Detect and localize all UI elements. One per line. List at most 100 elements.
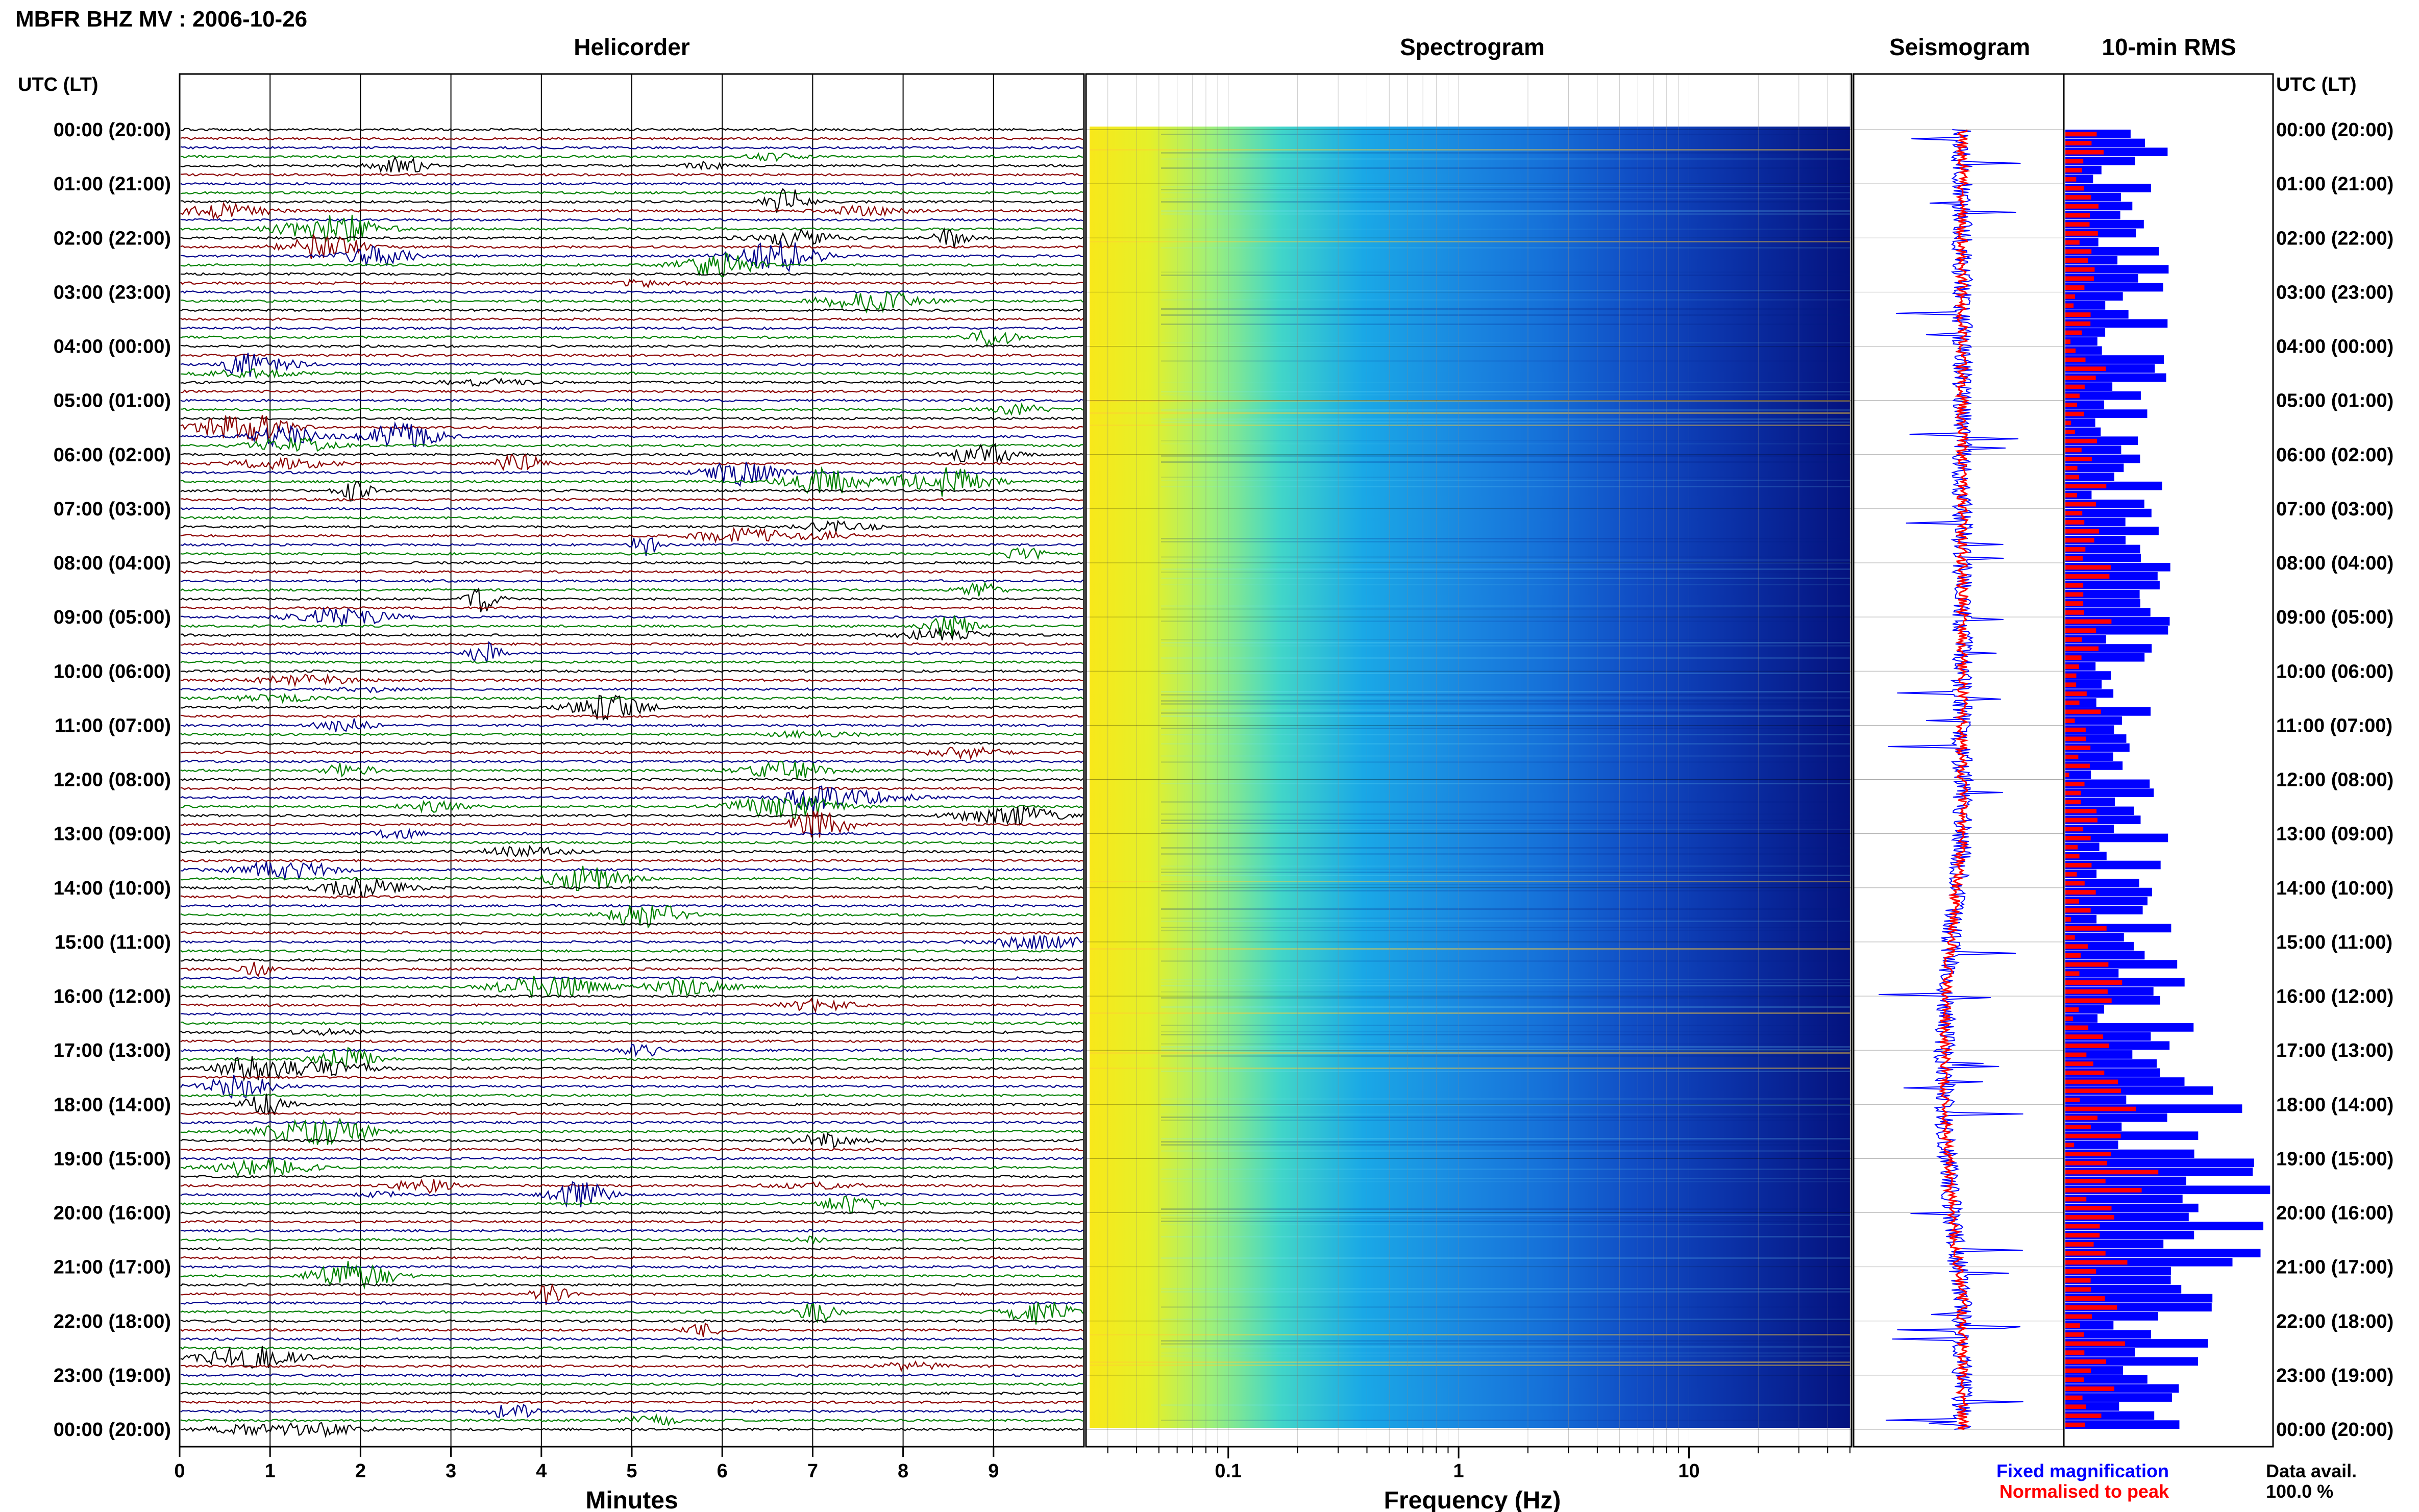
spectrogram-band	[1090, 1012, 1850, 1014]
helicorder-trace	[180, 156, 1083, 173]
spectrogram-band	[1161, 1025, 1850, 1026]
rms-bar-normalised	[2065, 700, 2080, 705]
spectrogram-band	[1161, 700, 1850, 702]
rms-bar-normalised	[2065, 953, 2081, 958]
spectrogram-band	[1161, 134, 1850, 135]
helicorder-trace	[180, 1322, 1083, 1337]
rms-bar-normalised	[2065, 1152, 2111, 1156]
spectrogram-band	[1161, 1120, 1850, 1121]
helicorder-trace	[180, 1094, 1083, 1115]
helicorder-trace	[180, 761, 1083, 780]
helicorder-x-tick-label: 8	[898, 1460, 908, 1482]
legend-fixed-magnification: Fixed magnification	[1996, 1460, 2169, 1481]
spectrogram-band	[1161, 869, 1850, 870]
rms-bar-normalised	[2065, 1242, 2094, 1247]
helicorder-trace	[180, 976, 1083, 980]
spectrogram-band	[1161, 918, 1850, 919]
helicorder-trace	[180, 615, 1083, 637]
helicorder-trace	[180, 729, 1083, 739]
helicorder-trace	[180, 326, 1083, 330]
rms-bar-normalised	[2065, 366, 2106, 371]
rms-bar-normalised	[2065, 583, 2084, 588]
spectrogram-x-axis: 0.1 1 10	[1107, 1447, 1850, 1482]
rms-bar-normalised	[2065, 1043, 2109, 1048]
helicorder-trace	[181, 172, 1083, 177]
helicorder-x-tick-label: 5	[626, 1460, 637, 1482]
spectrogram-band	[1161, 314, 1850, 316]
rms-bar-normalised	[2065, 1296, 2105, 1301]
rms-bar-normalised	[2065, 781, 2085, 786]
rms-bar-fixed	[2065, 1249, 2261, 1257]
spectrogram-band	[1161, 847, 1850, 849]
spectrogram-band	[1161, 360, 1850, 362]
time-label-left: 05:00 (01:00)	[54, 390, 171, 412]
rms-bar-normalised	[2065, 420, 2071, 426]
rms-bar-normalised	[2065, 989, 2108, 994]
helicorder-trace	[180, 931, 1083, 935]
spectrogram-band	[1161, 342, 1850, 343]
helicorder-x-tick-label: 4	[536, 1460, 547, 1482]
rms-bar-normalised	[2065, 1125, 2091, 1129]
helicorder-trace	[180, 344, 1083, 349]
rms-bar-normalised	[2065, 538, 2094, 543]
rms-bar-normalised	[2065, 872, 2077, 877]
spectrogram-band	[1090, 1334, 1850, 1335]
helicorder-trace	[180, 453, 1083, 472]
helicorder-trace	[180, 507, 1083, 511]
helicorder-trace	[180, 958, 1083, 962]
spectrogram-band	[1161, 703, 1850, 705]
rms-bar-normalised	[2065, 1206, 2112, 1211]
rms-bar-normalised	[2065, 186, 2084, 191]
rms-bar-normalised	[2065, 673, 2077, 678]
rms-bar-normalised	[2065, 998, 2112, 1003]
rms-bar-fixed	[2065, 671, 2111, 680]
spectrogram-band	[1161, 1043, 1850, 1045]
spectrogram-band	[1161, 712, 1850, 714]
time-label-right: 13:00 (09:00)	[2276, 824, 2393, 845]
rms-bar-normalised	[2065, 502, 2096, 507]
rms-bar-normalised	[2065, 1377, 2084, 1382]
spectrogram-band	[1161, 1049, 1850, 1051]
rms-bar-normalised	[2065, 1260, 2128, 1265]
rms-bar-normalised	[2065, 1179, 2106, 1184]
spectrogram-band	[1161, 657, 1850, 659]
spectrogram-band	[1161, 991, 1850, 993]
helicorder-trace	[180, 1422, 1083, 1439]
rms-bar-fixed	[2065, 1023, 2194, 1032]
rms-bar-normalised	[2065, 935, 2075, 940]
helicorder-trace	[180, 935, 1083, 951]
helicorder-trace	[180, 377, 1083, 387]
spectrogram-band	[1161, 982, 1850, 983]
spectrogram-band	[1161, 167, 1850, 169]
spectrogram-band	[1090, 1361, 1850, 1363]
rms-bar-normalised	[2065, 664, 2079, 669]
time-label-left: 13:00 (09:00)	[54, 824, 171, 845]
helicorder-trace	[180, 1027, 1083, 1036]
time-label-left: 11:00 (07:00)	[55, 715, 171, 736]
spectrogram-band	[1161, 324, 1850, 325]
rms-bar-fixed	[2065, 581, 2160, 590]
time-label-right: 07:00 (03:00)	[2276, 499, 2393, 520]
rms-bar-normalised	[2065, 1287, 2091, 1292]
helicorder-trace	[181, 402, 1083, 416]
helicorder-trace	[180, 1021, 1083, 1025]
helicorder-x-axis: 0 1 2 3 4 5 6 7 8 9	[174, 1447, 999, 1482]
rms-bar-normalised	[2065, 231, 2098, 236]
spectrogram-band	[1161, 1046, 1850, 1048]
spectrogram-band	[1161, 645, 1850, 647]
spectrogram-band	[1161, 1346, 1850, 1348]
spectrogram-band	[1161, 1352, 1850, 1354]
rms-bar-normalised	[2065, 917, 2071, 922]
spectrogram-band	[1090, 881, 1850, 882]
time-label-right: 23:00 (19:00)	[2276, 1365, 2393, 1386]
time-label-left: 00:00 (20:00)	[54, 1419, 171, 1441]
helicorder-trace	[180, 1283, 1083, 1287]
helicorder-trace	[180, 805, 1083, 826]
helicorder-trace	[180, 191, 1083, 195]
rms-bar-normalised	[2065, 637, 2082, 642]
rms-bar-fixed	[2065, 914, 2097, 924]
helicorder-trace	[180, 1337, 1083, 1341]
rms-bar-fixed	[2065, 608, 2151, 617]
rms-bar-normalised	[2065, 691, 2087, 696]
spectrogram-band	[1161, 299, 1850, 301]
